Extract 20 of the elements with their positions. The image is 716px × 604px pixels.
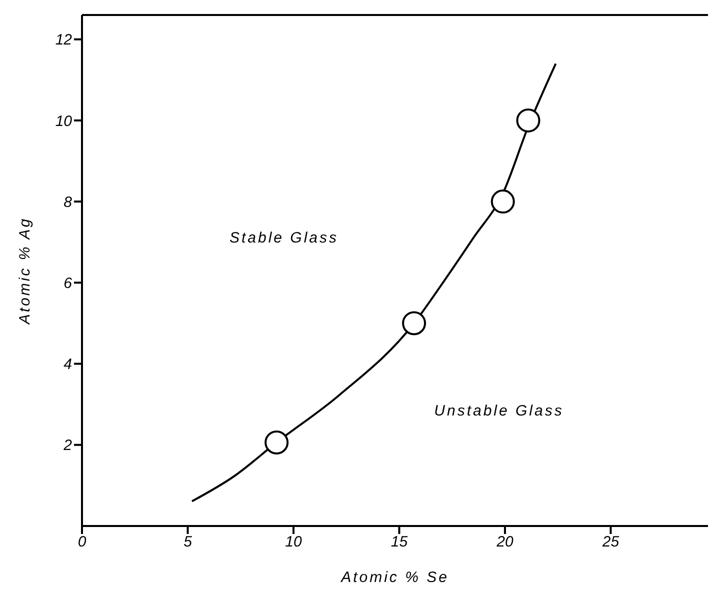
y-axis-title: Atomic % Ag bbox=[16, 216, 34, 326]
y-tick-label: 8 bbox=[64, 194, 73, 211]
y-tick-label: 2 bbox=[62, 437, 73, 454]
point bbox=[264, 430, 289, 454]
annotation: Unstable Glass bbox=[434, 402, 564, 420]
y-tick-label: 6 bbox=[64, 274, 73, 292]
x-tick-label: 5 bbox=[184, 534, 193, 551]
y-tick-label: 4 bbox=[64, 356, 72, 374]
point bbox=[516, 108, 540, 132]
point bbox=[490, 190, 515, 214]
x-axis-title: Atomic % Se bbox=[340, 569, 449, 586]
x-tick-label: 25 bbox=[601, 534, 620, 551]
point bbox=[402, 311, 426, 336]
y-tick-label: 12 bbox=[55, 32, 73, 49]
x-tick-label: 15 bbox=[390, 534, 408, 551]
x-tick-label: 20 bbox=[496, 534, 514, 551]
annotation: Stable Glass bbox=[229, 230, 339, 246]
x-tick-label: 0 bbox=[78, 534, 87, 551]
x-tick-label: 10 bbox=[285, 534, 302, 551]
y-tick-label: 10 bbox=[55, 112, 73, 130]
